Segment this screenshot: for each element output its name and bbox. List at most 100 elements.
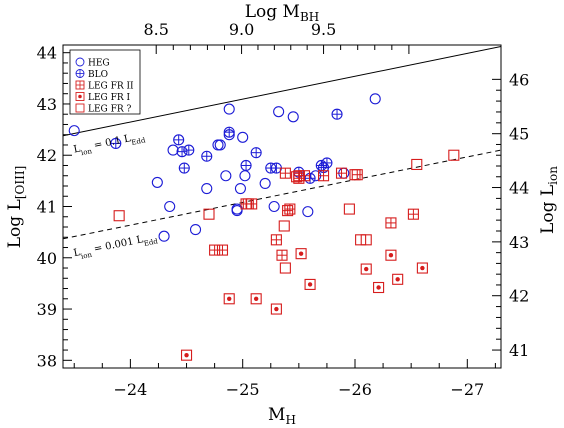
point-leg-fr-i [392,273,404,285]
point-blo [315,159,327,172]
point-leg-fr-i [295,248,307,260]
bottom-tick-label: −27 [450,380,484,399]
point-leg-fr [343,203,355,215]
point-leg-fr-ii [335,167,348,179]
point-leg-fr-ii [276,249,288,261]
point-leg-fr-ii [385,217,397,229]
point-leg-fr-i [250,293,262,305]
point-heg [223,103,235,115]
right-axis-title: Log Lion [538,166,560,234]
eddington-0.001-line [63,149,501,240]
point-leg-fr [291,171,303,183]
point-leg-fr-ii [246,198,258,210]
left-tick-label: 38 [37,351,57,370]
left-tick-label: 41 [37,198,57,217]
point-leg-fr-i [180,349,193,361]
bottom-tick-label: −26 [338,380,372,399]
legend-marker [75,92,85,101]
line-annotation: Lion = 0.001 LEdd [73,231,159,262]
point-blo [110,137,122,149]
top-tick-label: 9.5 [311,20,336,39]
point-heg [369,93,381,105]
point-leg-fr [355,234,367,246]
legend-marker [75,80,85,90]
point-leg-fr-i [360,263,372,275]
point-heg [287,111,299,123]
right-tick-label: 46 [509,70,529,89]
legend-box [69,49,141,115]
axis-ticks: −24 −25 −26 −27 38 39 40 41 42 43 44 8.5 9.0 9.5 41 42 4… [37,20,530,399]
point-blo [183,144,195,156]
point-leg-fr-ii [216,244,229,256]
point-leg-fr [203,208,215,220]
point-leg-fr-ii [318,170,330,182]
bottom-tick-label: −24 [114,380,148,399]
legend-label: LEG FR ? [88,105,131,115]
top-axis-title: Log MBH [245,2,320,24]
point-blo [178,162,190,174]
point-blo [201,150,213,162]
axis-labels: MH Log MBH Log L[OIII] Log Lion Lion = 0.1 L… [5,2,560,427]
top-tick-label: 8.5 [143,20,168,39]
point-heg [214,139,226,151]
left-tick-label: 39 [37,300,57,319]
point-leg-fr [360,234,372,246]
point-leg-fr-ii [284,203,296,215]
left-tick-label: 43 [37,95,57,114]
y-axis-title: Log L[OIII] [5,166,27,249]
point-blo [304,172,316,184]
point-heg [151,176,163,188]
left-tick-label: 44 [37,44,57,63]
point-leg-fr [448,149,460,161]
point-heg [212,139,224,151]
legend-label: HEG [88,59,110,69]
point-heg [259,177,271,189]
reference-lines [63,46,501,240]
legend-entry: BLO [75,69,108,80]
point-leg-fr-i [270,303,282,315]
bottom-tick-label: −25 [226,380,260,399]
legend-entry: LEG FR I [75,92,130,103]
legend-marker [75,103,85,113]
point-heg [234,183,246,195]
legend-label: BLO [88,70,108,80]
point-leg-fr-ii [351,169,363,181]
point-heg [231,205,243,217]
point-blo [223,126,235,138]
point-blo [331,108,343,120]
eddington-0.1-line [63,46,501,137]
right-tick-label: 42 [509,287,529,306]
point-leg-fr-ii [270,234,282,246]
left-tick-label: 42 [37,146,57,165]
left-tick-label: 40 [37,249,57,268]
right-tick-label: 41 [509,341,529,360]
legend-entry: LEG FR II [75,80,134,92]
point-leg-fr-ii [293,170,305,182]
point-leg-fr [411,158,423,171]
point-heg [158,230,170,242]
right-tick-label: 45 [509,125,529,144]
x-axis-title: MH [268,405,296,427]
legend-entry: LEG FR ? [75,103,131,115]
point-leg-fr-i [373,281,385,294]
point-blo [173,134,185,146]
right-tick-label: 43 [509,233,529,252]
point-blo [240,159,252,172]
point-heg [220,170,232,182]
point-heg [268,200,280,213]
point-leg-fr [349,169,361,181]
line-annotation: Lion = 0.1 LEdd [73,130,147,158]
point-heg [164,200,176,213]
right-tick-label: 44 [509,179,529,198]
point-blo [176,146,188,158]
legend-marker [75,57,85,67]
point-heg [167,144,179,156]
point-heg [239,170,251,182]
legend-label: LEG FR II [88,82,134,92]
point-leg-fr-i [416,262,428,274]
point-leg-fr-i [304,278,316,290]
point-heg [273,106,285,118]
point-heg [68,125,80,137]
point-heg [189,224,202,236]
